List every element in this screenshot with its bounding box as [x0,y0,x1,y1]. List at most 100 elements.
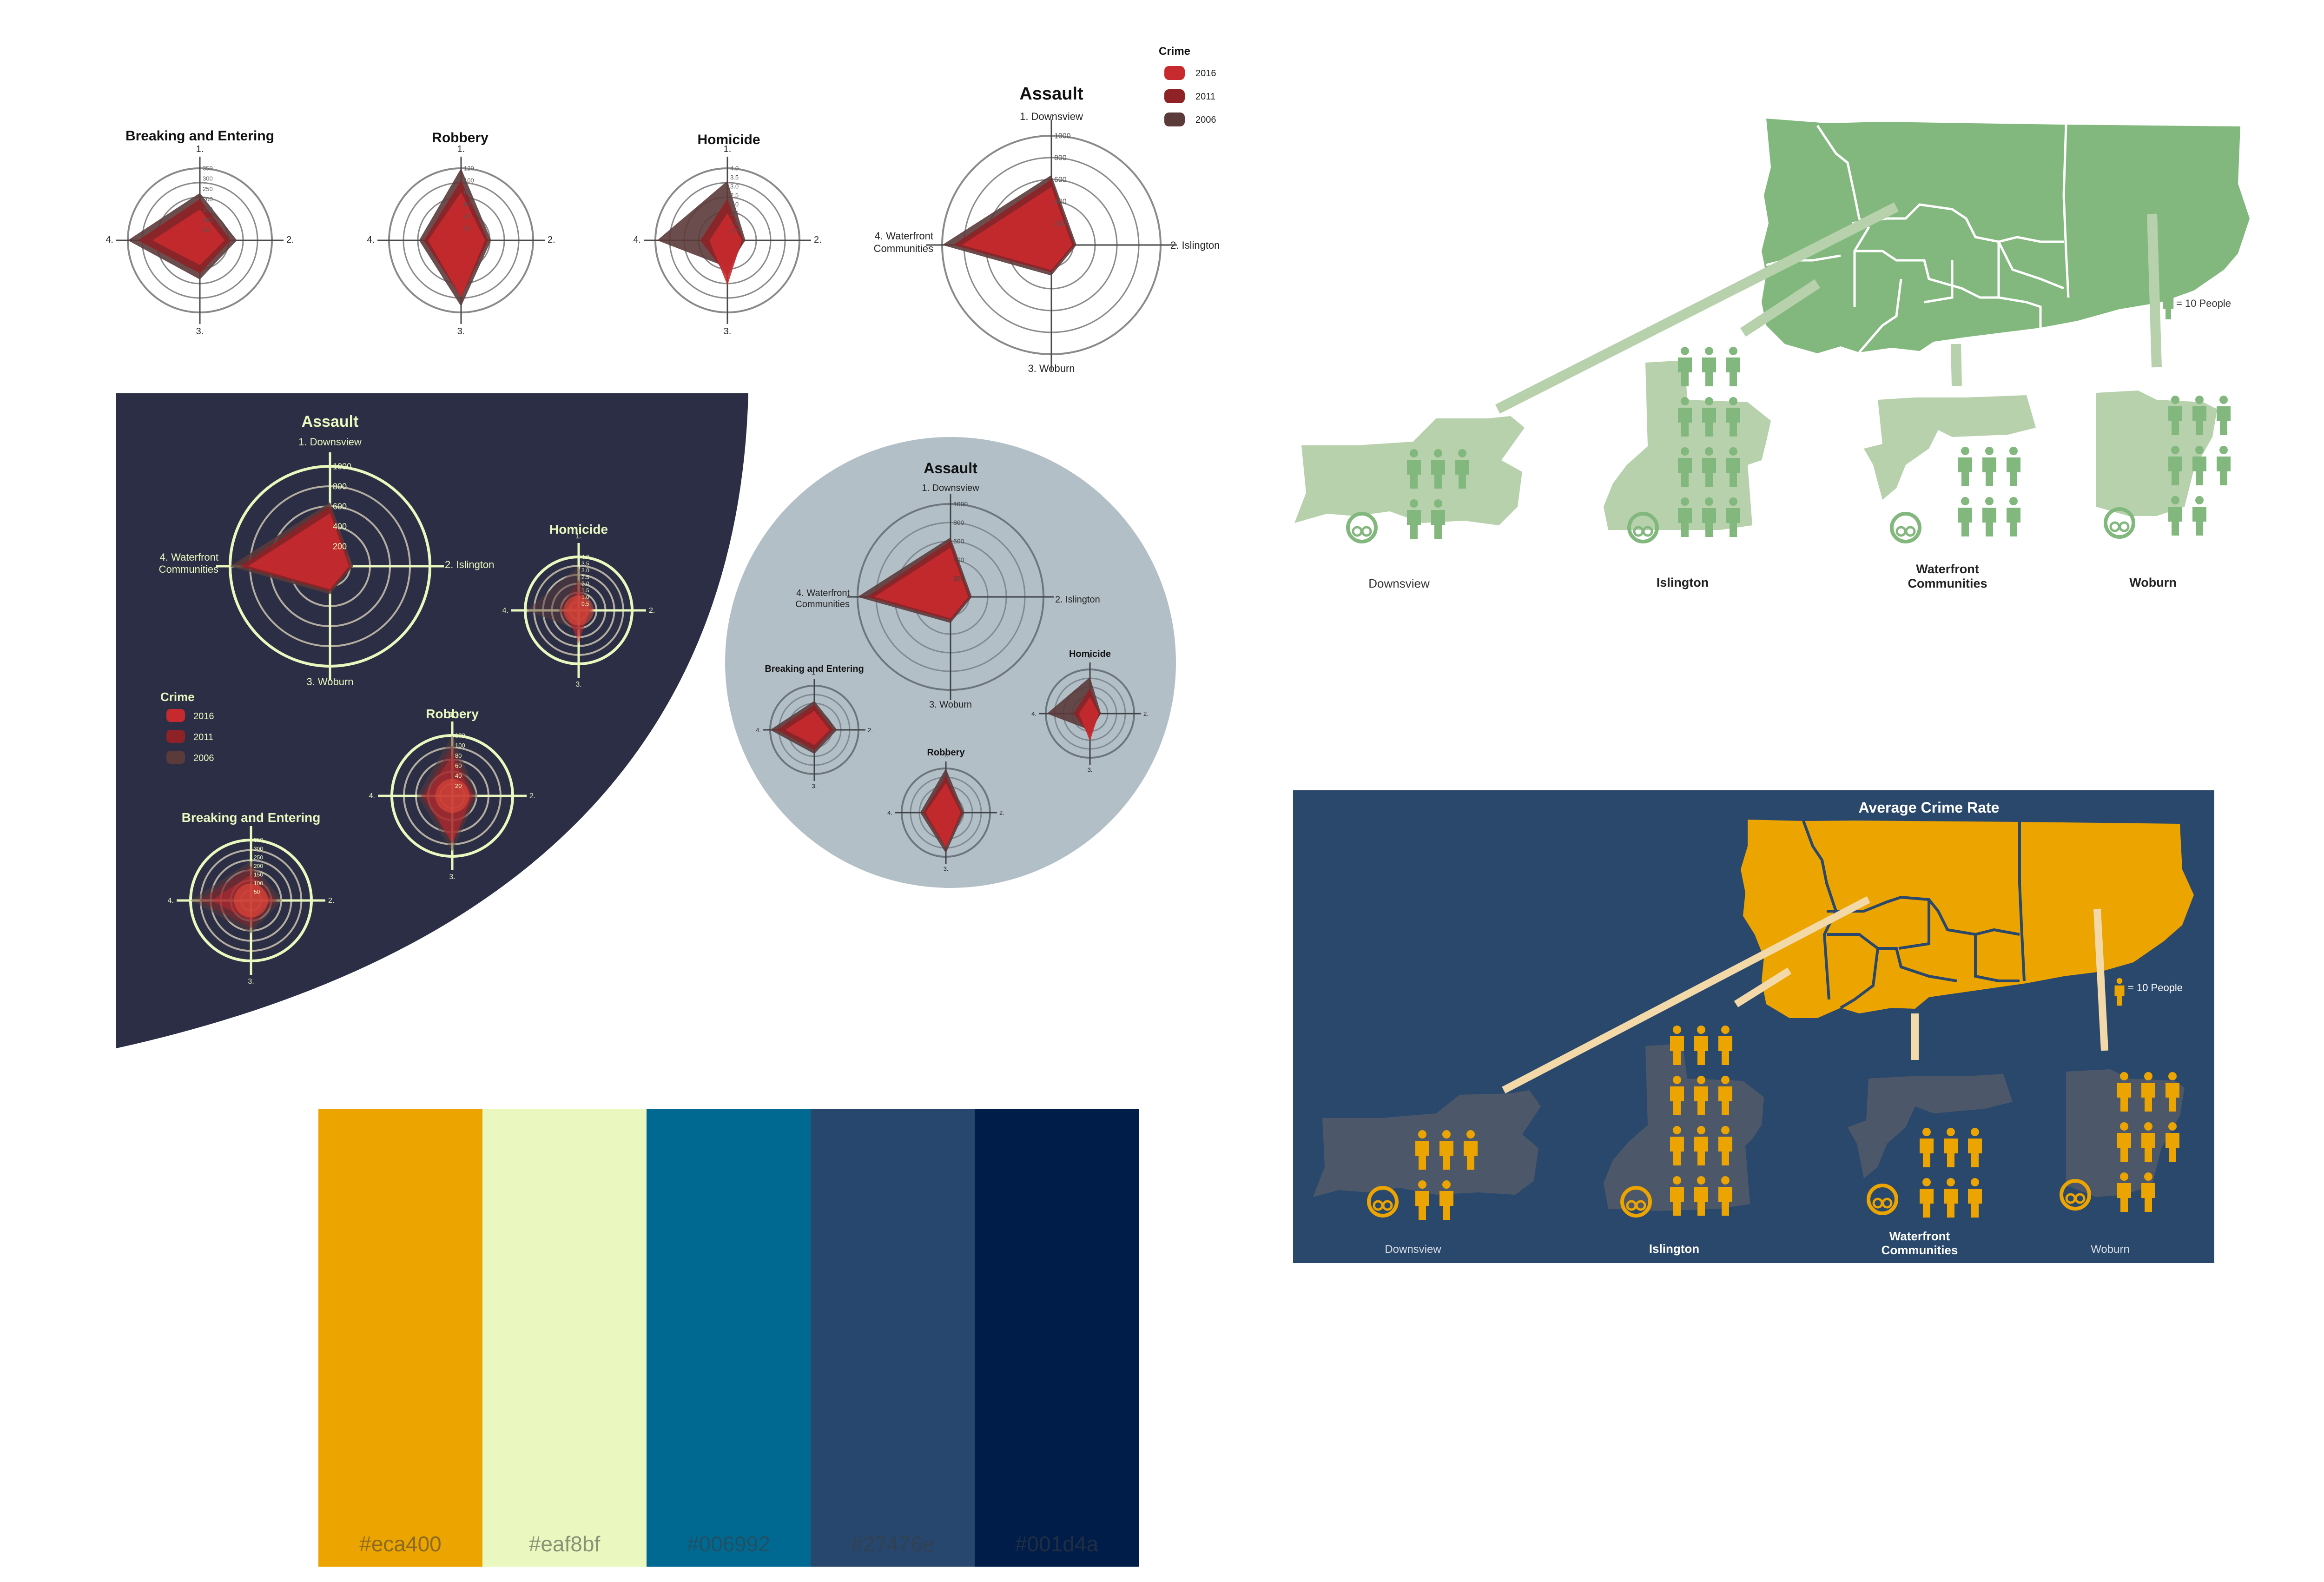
radar-series-2016 [874,548,968,618]
person-head [2144,1072,2152,1080]
radar-series-2016 [925,783,961,848]
person-head [2116,978,2123,984]
radar-tick-label: 80 [455,752,462,759]
navy-title-breaking: Breaking and Entering [182,810,321,825]
navy-assault-axis-4-line2: Communities [159,563,218,575]
person-icon [1694,1026,1708,1065]
green-badge-downsview [1346,512,1378,543]
person-head [2219,396,2228,404]
legend-title: Crime [1159,45,1190,58]
person-body [2217,406,2231,435]
radar-tick-label: 0.5 [581,601,589,607]
person-head [1947,1128,1955,1136]
person-icon [1670,1026,1684,1065]
navy-legend-title: Crime [160,690,195,704]
radar-series-2016 [152,209,225,265]
radar-b-robbery: 20 40 60 80 100 120 1. 2. 3. 4. [369,711,536,881]
person-icon [1968,1178,1982,1218]
person-head [1705,347,1713,355]
person-head [1697,1126,1705,1134]
green-city-map [1762,119,2250,353]
person-icon [1670,1076,1684,1115]
orange-label-waterfront-1: Waterfront [1889,1229,1950,1243]
person-head [2144,1172,2152,1181]
grey-assault-axis-3: 3. Woburn [929,700,972,710]
radar-tick-label: 1000 [1054,132,1071,140]
legend-person-icon [2114,978,2125,1006]
radar-tick-label: 60 [464,201,470,208]
person-body [1694,1036,1708,1065]
person-body [2117,1083,2131,1112]
navy-legend-2011 [166,730,185,743]
person-body [1968,1189,1982,1218]
person-icon [1718,1126,1732,1165]
grey-title-homicide: Homicide [1069,649,1111,659]
radar-tick-label: 20 [455,782,462,789]
person-head [2195,446,2204,454]
person-head [2168,1122,2177,1131]
person-head [1442,1180,1451,1189]
person-body [1968,1139,1982,1167]
legend-label-2016: 2016 [1195,68,1216,79]
person-icon [1702,447,1716,487]
green-connector-islington [1740,279,1821,337]
radar-axis-label: 1. [944,752,949,759]
person-body [2141,1133,2155,1162]
person-icon [1718,1076,1732,1115]
legend-person-icon [2163,290,2174,319]
legend-swatch-2011 [1164,89,1185,103]
person-body [2192,406,2206,435]
orange-people-icons [1415,1026,2179,1220]
navy-assault-axis-4-line1: 4. Waterfront [160,551,218,563]
grey-assault-axis-4-line1: 4. Waterfront [796,588,850,598]
person-icon [2166,1072,2179,1112]
orange-label-islington: Islington [1649,1242,1699,1256]
person-icon [2217,396,2231,435]
person-head [2144,1122,2152,1131]
person-head [1466,1130,1475,1139]
grey-title-robbery: Robbery [927,748,965,758]
orange-label-downsview: Downsview [1385,1243,1441,1256]
person-head [1418,1130,1426,1139]
radar-axis-label: 2. [999,809,1004,816]
person-icon [1958,497,1972,536]
person-icon [1670,1176,1684,1216]
radar-axis-label: 4. [502,607,508,615]
grey-title-breaking: Breaking and Entering [765,664,864,674]
person-body [1415,1191,1429,1220]
person-head [1458,449,1466,457]
green-label-islington: Islington [1657,576,1709,589]
legend-label-2011: 2011 [1195,92,1215,102]
person-icon [1439,1180,1453,1220]
radar-tick-label: 0.5 [730,228,739,235]
radar-axis-label: 2. [814,235,822,245]
person-body [1439,1141,1453,1170]
person-body [1702,458,1716,487]
orange-connector-downsview [1502,896,1870,1094]
radar-tick-label: 350 [254,837,263,843]
radar-series-2016 [1079,697,1099,741]
orange-badge-waterfront [1867,1184,1898,1215]
radar-axis-label: 1. [248,815,254,823]
radar-tick-label: 400 [953,556,964,563]
green-label-downsview: Downsview [1368,576,1430,590]
person-body [2168,457,2182,485]
legend-swatch-2016 [1164,66,1185,80]
radar-tick-label: 350 [203,165,213,172]
person-icon [1944,1178,1958,1218]
person-icon [1694,1176,1708,1216]
navy-legend-label-2006: 2006 [193,753,214,763]
radar-axis-label: 1. [724,144,732,154]
person-head [1434,499,1442,508]
radar-tick-label: 3.0 [581,567,589,574]
person-body [1726,357,1740,386]
radar-tick-label: 40 [455,772,462,779]
green-legend-label: = 10 People [2176,298,2231,309]
person-body [1958,457,1972,486]
grey-district-islington [1604,1044,1764,1211]
radar-group-grey: Assault 1. Downsview 2. Islington 3. Wob… [765,460,1111,758]
radar-axis-label: 3. [724,326,732,337]
green-connector-woburn [2147,213,2162,368]
person-head [1729,397,1737,405]
